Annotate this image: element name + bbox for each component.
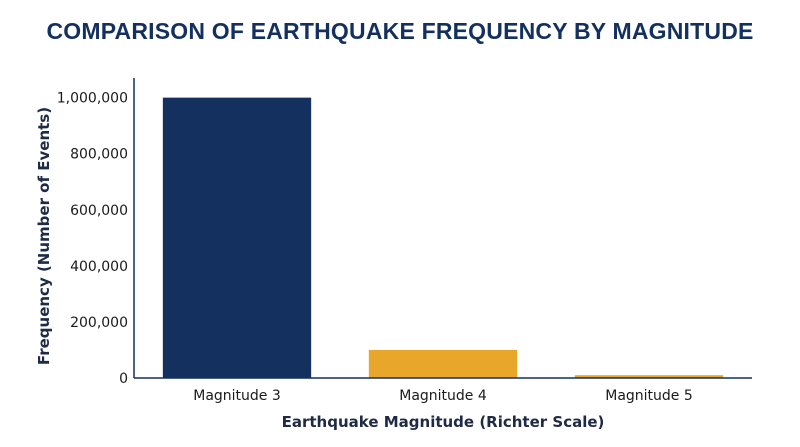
bar-1 <box>162 97 312 379</box>
y-tick-label: 800,000 <box>70 147 128 163</box>
x-axis-ticks: Magnitude 3 Magnitude 4 Magnitude 5 <box>193 388 693 404</box>
x-tick-label: Magnitude 4 <box>399 388 487 404</box>
y-axis-ticks: 0 200,000 400,000 600,000 800,000 1,000,000 <box>57 91 128 387</box>
y-tick-label: 0 <box>119 371 128 387</box>
x-axis-title: Earthquake Magnitude (Richter Scale) <box>282 413 605 431</box>
bar-3 <box>574 375 724 378</box>
y-axis-title: Frequency (Number of Events) <box>35 107 53 365</box>
chart-title: COMPARISON OF EARTHQUAKE FREQUENCY BY MA… <box>46 18 754 44</box>
bar-2 <box>368 349 518 378</box>
y-tick-label: 400,000 <box>70 259 128 275</box>
y-tick-label: 1,000,000 <box>57 91 128 107</box>
x-tick-label: Magnitude 3 <box>193 388 281 404</box>
y-tick-label: 600,000 <box>70 203 128 219</box>
bars-group <box>162 97 724 379</box>
y-tick-label: 200,000 <box>70 315 128 331</box>
x-tick-label: Magnitude 5 <box>605 388 693 404</box>
